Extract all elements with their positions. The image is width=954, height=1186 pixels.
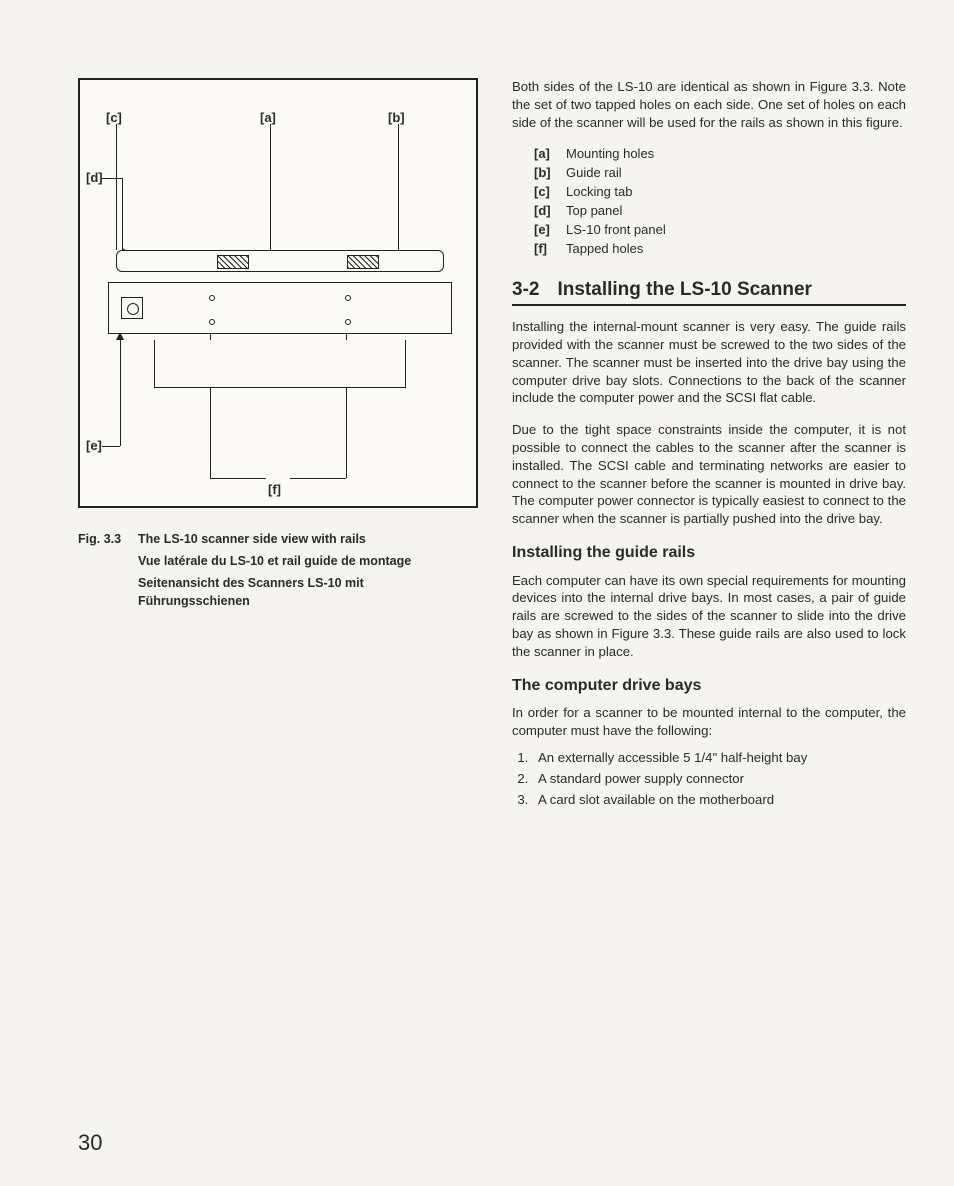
- diagram-body: [108, 282, 452, 334]
- leader-d-h: [102, 178, 122, 179]
- subheading-drive-bays: The computer drive bays: [512, 675, 906, 697]
- fig-label-f: [f]: [268, 482, 281, 497]
- legend-key-f: [f]: [534, 240, 566, 259]
- diagram-knob: [121, 297, 143, 319]
- section-title: Installing the LS-10 Scanner: [557, 277, 811, 303]
- legend-text-e: LS-10 front panel: [566, 221, 666, 240]
- leader-e-v: [120, 338, 121, 446]
- section-number: 3-2: [512, 277, 539, 303]
- fig-label-d: [d]: [86, 170, 103, 185]
- requirements-list: An externally accessible 5 1/4" half-hei…: [532, 748, 906, 809]
- legend-text-a: Mounting holes: [566, 145, 654, 164]
- leader-b: [398, 124, 399, 250]
- hole-2: [345, 295, 351, 301]
- section-rule: [512, 304, 906, 306]
- fig-label-a: [a]: [260, 110, 276, 125]
- leader-e-h: [102, 446, 120, 447]
- legend-key-b: [b]: [534, 164, 566, 183]
- caption-fr: Vue latérale du LS-10 et rail guide de m…: [138, 552, 478, 570]
- para-1: Installing the internal-mount scanner is…: [512, 318, 906, 407]
- legend-text-d: Top panel: [566, 202, 622, 221]
- leader-c: [116, 124, 117, 250]
- diagram-rail-top: [116, 250, 444, 272]
- caption-de: Seitenansicht des Scanners LS-10 mit Füh…: [138, 574, 478, 610]
- diagram-rail-bottom: [154, 340, 406, 388]
- fig-label-e: [e]: [86, 438, 102, 453]
- figure-caption: Fig. 3.3 The LS-10 scanner side view wit…: [78, 530, 478, 611]
- legend-key-d: [d]: [534, 202, 566, 221]
- hole-4: [345, 319, 351, 325]
- caption-en: The LS-10 scanner side view with rails: [138, 530, 478, 548]
- legend-key-e: [e]: [534, 221, 566, 240]
- hole-3: [209, 319, 215, 325]
- leader-f-h1: [210, 478, 266, 479]
- legend-text-f: Tapped holes: [566, 240, 643, 259]
- intro-paragraph: Both sides of the LS-10 are identical as…: [512, 78, 906, 131]
- page-number: 30: [78, 1130, 102, 1156]
- fig-label-b: [b]: [388, 110, 405, 125]
- para-4: In order for a scanner to be mounted int…: [512, 704, 906, 740]
- leader-d-v: [122, 178, 123, 252]
- section-heading: 3-2 Installing the LS-10 Scanner: [512, 277, 906, 303]
- leader-f-h2: [290, 478, 346, 479]
- legend-list: [a]Mounting holes [b]Guide rail [c]Locki…: [534, 145, 906, 258]
- subheading-guide-rails: Installing the guide rails: [512, 542, 906, 564]
- fig-label-c: [c]: [106, 110, 122, 125]
- caption-tag: Fig. 3.3: [78, 530, 138, 548]
- leader-a: [270, 124, 271, 250]
- req-2: A standard power supply connector: [532, 769, 906, 788]
- legend-key-a: [a]: [534, 145, 566, 164]
- para-2: Due to the tight space constraints insid…: [512, 421, 906, 528]
- legend-text-c: Locking tab: [566, 183, 633, 202]
- req-1: An externally accessible 5 1/4" half-hei…: [532, 748, 906, 767]
- legend-key-c: [c]: [534, 183, 566, 202]
- para-3: Each computer can have its own special r…: [512, 572, 906, 661]
- req-3: A card slot available on the motherboard: [532, 790, 906, 809]
- figure-3-3: [c] [a] [b] [d] [e] [f]: [78, 78, 478, 508]
- hole-1: [209, 295, 215, 301]
- legend-text-b: Guide rail: [566, 164, 622, 183]
